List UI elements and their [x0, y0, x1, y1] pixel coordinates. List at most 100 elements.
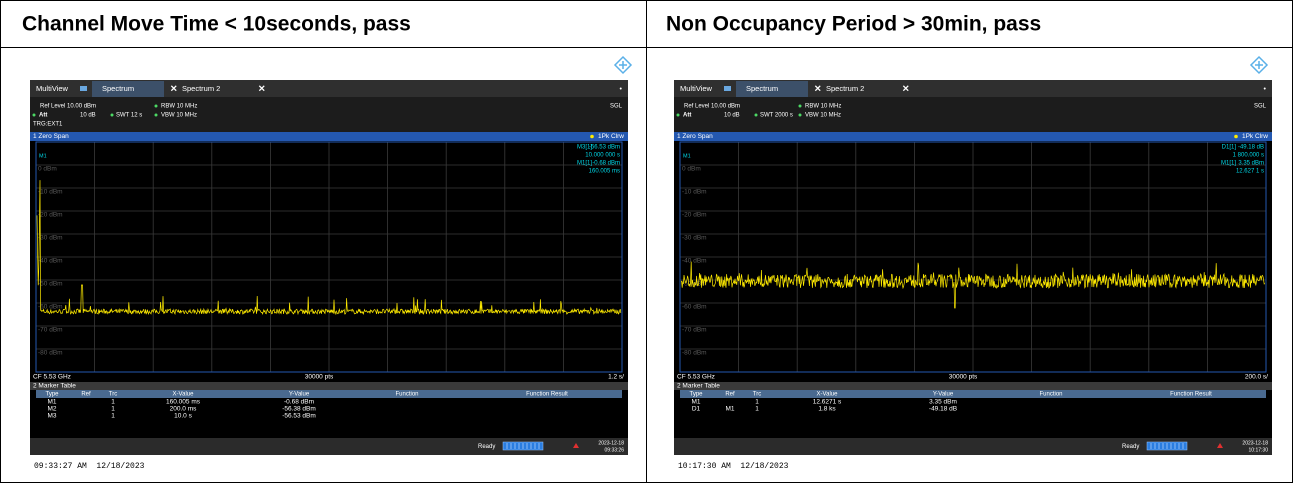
tab: MultiView: [36, 84, 69, 93]
table-cell: -0.68 dBm: [284, 399, 314, 406]
trace-mode: 1Pk Clrw: [1242, 133, 1268, 140]
window-title-bar: [30, 132, 628, 141]
swt: SWT 12 s: [116, 113, 142, 119]
center-frequency: CF 5.53 GHz: [33, 374, 71, 381]
table-cell: 1: [755, 399, 759, 406]
table-cell: M1: [47, 399, 56, 406]
marker-readout-value: -49.18 dB: [1238, 145, 1264, 151]
y-axis-label: -10 dBm: [682, 189, 707, 196]
marker-readout-value: -0.68 dBm: [592, 161, 620, 167]
column-header: Type: [45, 392, 59, 398]
att: Att: [683, 113, 691, 119]
marker-table-title: 2 Marker Table: [677, 383, 720, 390]
table-cell: -56.38 dBm: [282, 406, 316, 413]
marker-readout-label: M1[1]: [1221, 161, 1236, 167]
y-axis-label: -20 dBm: [682, 212, 707, 219]
column-header: Ref: [725, 392, 735, 398]
table-cell: M1: [691, 399, 700, 406]
marker-readout-position: 12.627 1 s: [1236, 169, 1264, 175]
column-header: X-Value: [817, 392, 839, 398]
window-title-bar: [674, 132, 1272, 141]
marker-readout-position: 10.000 000 s: [585, 153, 620, 159]
time-scale: 1.2 s/: [608, 374, 624, 381]
window-title: 1 Zero Span: [33, 133, 69, 140]
table-cell: 1: [755, 406, 759, 413]
table-cell: 3.35 dBm: [929, 399, 957, 406]
tab-close: ✕: [170, 83, 178, 93]
y-axis-label: -10 dBm: [38, 189, 63, 196]
center-frequency: CF 5.53 GHz: [677, 374, 715, 381]
y-axis-label: -20 dBm: [38, 212, 63, 219]
status-dot: [33, 114, 36, 117]
column-header: Trc: [109, 392, 117, 398]
y-axis-label: -80 dBm: [682, 350, 707, 357]
tab: Spectrum: [746, 84, 778, 93]
marker-readout-position: 1 800.000 s: [1233, 153, 1264, 159]
tab: Spectrum 2: [826, 84, 864, 93]
y-axis-label: -40 dBm: [682, 258, 707, 265]
column-header: Y-Value: [289, 392, 310, 398]
marker-table-title-bar: [30, 382, 628, 390]
status-time: 10:17:30: [1249, 447, 1269, 453]
status-date: 2023-12-18: [598, 440, 624, 446]
vbw: VBW 10 MHz: [161, 113, 197, 119]
column-header: Trc: [753, 392, 761, 398]
table-cell: 160.005 ms: [166, 399, 201, 406]
points: 30000 pts: [305, 374, 334, 381]
marker-table-title-bar: [674, 382, 1272, 390]
swt: SWT 2000 s: [760, 113, 793, 119]
time-scale: 200.0 s/: [1245, 374, 1268, 381]
trigger: TRG:EXT1: [33, 122, 63, 128]
trace-dot: [1234, 135, 1238, 139]
table-cell: 12.6271 s: [813, 399, 842, 406]
marker-readout-value: 3.35 dBm: [1238, 161, 1264, 167]
att: Att: [39, 113, 47, 119]
table-cell: M3: [47, 413, 56, 420]
column-header: Y-Value: [933, 392, 954, 398]
column-header: Ref: [81, 392, 91, 398]
table-cell: 200.0 ms: [170, 406, 197, 413]
tab: Spectrum 2: [182, 84, 220, 93]
column-header: Function Result: [1170, 392, 1212, 398]
tab-close: ✕: [258, 83, 266, 93]
y-axis-label: -60 dBm: [682, 304, 707, 311]
marker-readout-position: 160.005 ms: [589, 169, 620, 175]
trace-dot: [590, 135, 594, 139]
marker-readout-value: -56.53 dBm: [589, 145, 620, 151]
status-state: Ready: [1122, 444, 1139, 450]
tab: MultiView: [680, 84, 713, 93]
marker-readout-label: M1[1]: [577, 161, 592, 167]
status-time: 09:33:26: [605, 447, 625, 453]
table-cell: 1: [111, 399, 115, 406]
marker-table-title: 2 Marker Table: [33, 383, 76, 390]
vbw: VBW 10 MHz: [805, 113, 841, 119]
att-value: 10 dB: [724, 113, 740, 119]
y-axis-label: -70 dBm: [682, 327, 707, 334]
tab-close: ✕: [902, 83, 910, 93]
plot-marker-label: M1: [39, 153, 47, 159]
y-axis-label: 0 dBm: [682, 166, 701, 173]
table-cell: M2: [47, 406, 56, 413]
y-axis-label: -70 dBm: [38, 327, 63, 334]
marker-readout-label: D1[1]: [1222, 145, 1237, 151]
header-right: Non Occupancy Period > 30min, pass: [666, 13, 1041, 36]
ref-level: Ref Level 10.00 dBm: [40, 104, 96, 110]
y-axis-label: -50 dBm: [38, 281, 63, 288]
mode: SGL: [610, 104, 623, 110]
window-title: 1 Zero Span: [677, 133, 713, 140]
table-cell: -56.53 dBm: [282, 413, 316, 420]
column-header: Function: [395, 392, 418, 398]
y-axis-label: -40 dBm: [38, 258, 63, 265]
header-left: Channel Move Time < 10seconds, pass: [22, 13, 411, 36]
ref-level: Ref Level 10.00 dBm: [684, 104, 740, 110]
status-dot: [155, 114, 158, 117]
att-value: 10 dB: [80, 113, 96, 119]
y-axis-label: 0 dBm: [38, 166, 57, 173]
column-header: Type: [689, 392, 703, 398]
status-dot: [755, 114, 758, 117]
timestamp: 09:33:27 AM 12/18/2023: [34, 462, 145, 471]
table-cell: M1: [725, 406, 734, 413]
status-date: 2023-12-18: [1242, 440, 1268, 446]
table-cell: 1: [111, 413, 115, 420]
status-state: Ready: [478, 444, 495, 450]
